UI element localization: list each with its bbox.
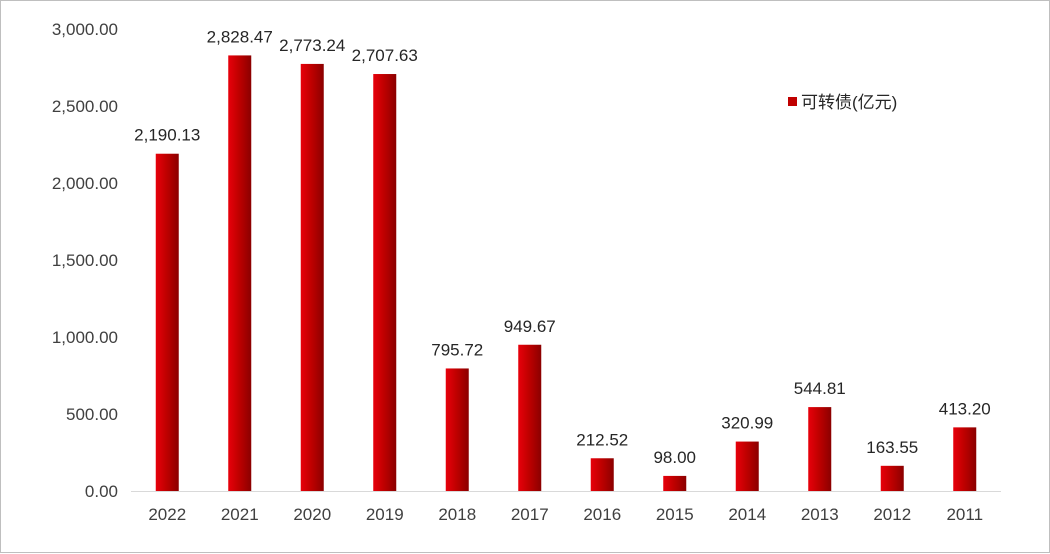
data-label-2019: 2,707.63 <box>352 46 418 65</box>
data-label-2022: 2,190.13 <box>134 126 200 145</box>
legend-label: 可转债(亿元) <box>801 93 897 112</box>
data-label-2021: 2,828.47 <box>207 27 273 46</box>
x-tick-label: 2016 <box>583 505 621 524</box>
bar-2019 <box>373 74 397 492</box>
x-axis: 2022 2021 2020 2019 2018 2017 2016 2015 2014 2013… <box>131 491 1001 524</box>
bar-2011 <box>953 427 977 491</box>
data-label-2014: 320.99 <box>721 414 773 433</box>
legend: 可转债(亿元) <box>788 93 897 112</box>
y-tick-label: 1,000.00 <box>52 328 118 347</box>
x-tick-label: 2015 <box>656 505 694 524</box>
bar-2015 <box>663 475 687 491</box>
x-tick-label: 2020 <box>293 505 331 524</box>
bars <box>155 55 977 492</box>
bar-2012 <box>880 465 904 491</box>
data-labels: 2,190.13 2,828.47 2,773.24 2,707.63 795.72 94… <box>134 27 991 466</box>
y-tick-label: 0.00 <box>85 482 118 501</box>
y-tick-label: 500.00 <box>66 405 118 424</box>
data-label-2018: 795.72 <box>431 340 483 359</box>
legend-swatch <box>788 97 797 106</box>
data-label-2016: 212.52 <box>576 430 628 449</box>
data-label-2011: 413.20 <box>939 399 991 418</box>
data-label-2015: 98.00 <box>653 448 696 467</box>
bar-2016 <box>590 458 614 491</box>
x-tick-label: 2022 <box>148 505 186 524</box>
y-tick-label: 3,000.00 <box>52 20 118 39</box>
data-label-2017: 949.67 <box>504 317 556 336</box>
bar-2013 <box>808 407 832 491</box>
bar-2018 <box>445 368 469 491</box>
x-tick-label: 2012 <box>873 505 911 524</box>
bar-2022 <box>155 153 179 492</box>
data-label-2012: 163.55 <box>866 438 918 457</box>
x-tick-label: 2019 <box>366 505 404 524</box>
bar-2014 <box>735 441 759 491</box>
data-label-2020: 2,773.24 <box>279 36 345 55</box>
y-tick-label: 1,500.00 <box>52 251 118 270</box>
bar-2020 <box>300 63 324 491</box>
x-tick-label: 2018 <box>438 505 476 524</box>
y-tick-label: 2,000.00 <box>52 174 118 193</box>
bar-2021 <box>228 55 252 491</box>
y-axis: 0.00 500.00 1,000.00 1,500.00 2,000.00 2,500.… <box>52 20 118 501</box>
x-tick-label: 2014 <box>728 505 766 524</box>
x-tick-label: 2013 <box>801 505 839 524</box>
bar-2017 <box>518 344 542 491</box>
x-tick-label: 2011 <box>946 505 983 524</box>
x-tick-label: 2021 <box>221 505 259 524</box>
y-tick-label: 2,500.00 <box>52 97 118 116</box>
x-tick-label: 2017 <box>511 505 549 524</box>
data-label-2013: 544.81 <box>794 379 846 398</box>
